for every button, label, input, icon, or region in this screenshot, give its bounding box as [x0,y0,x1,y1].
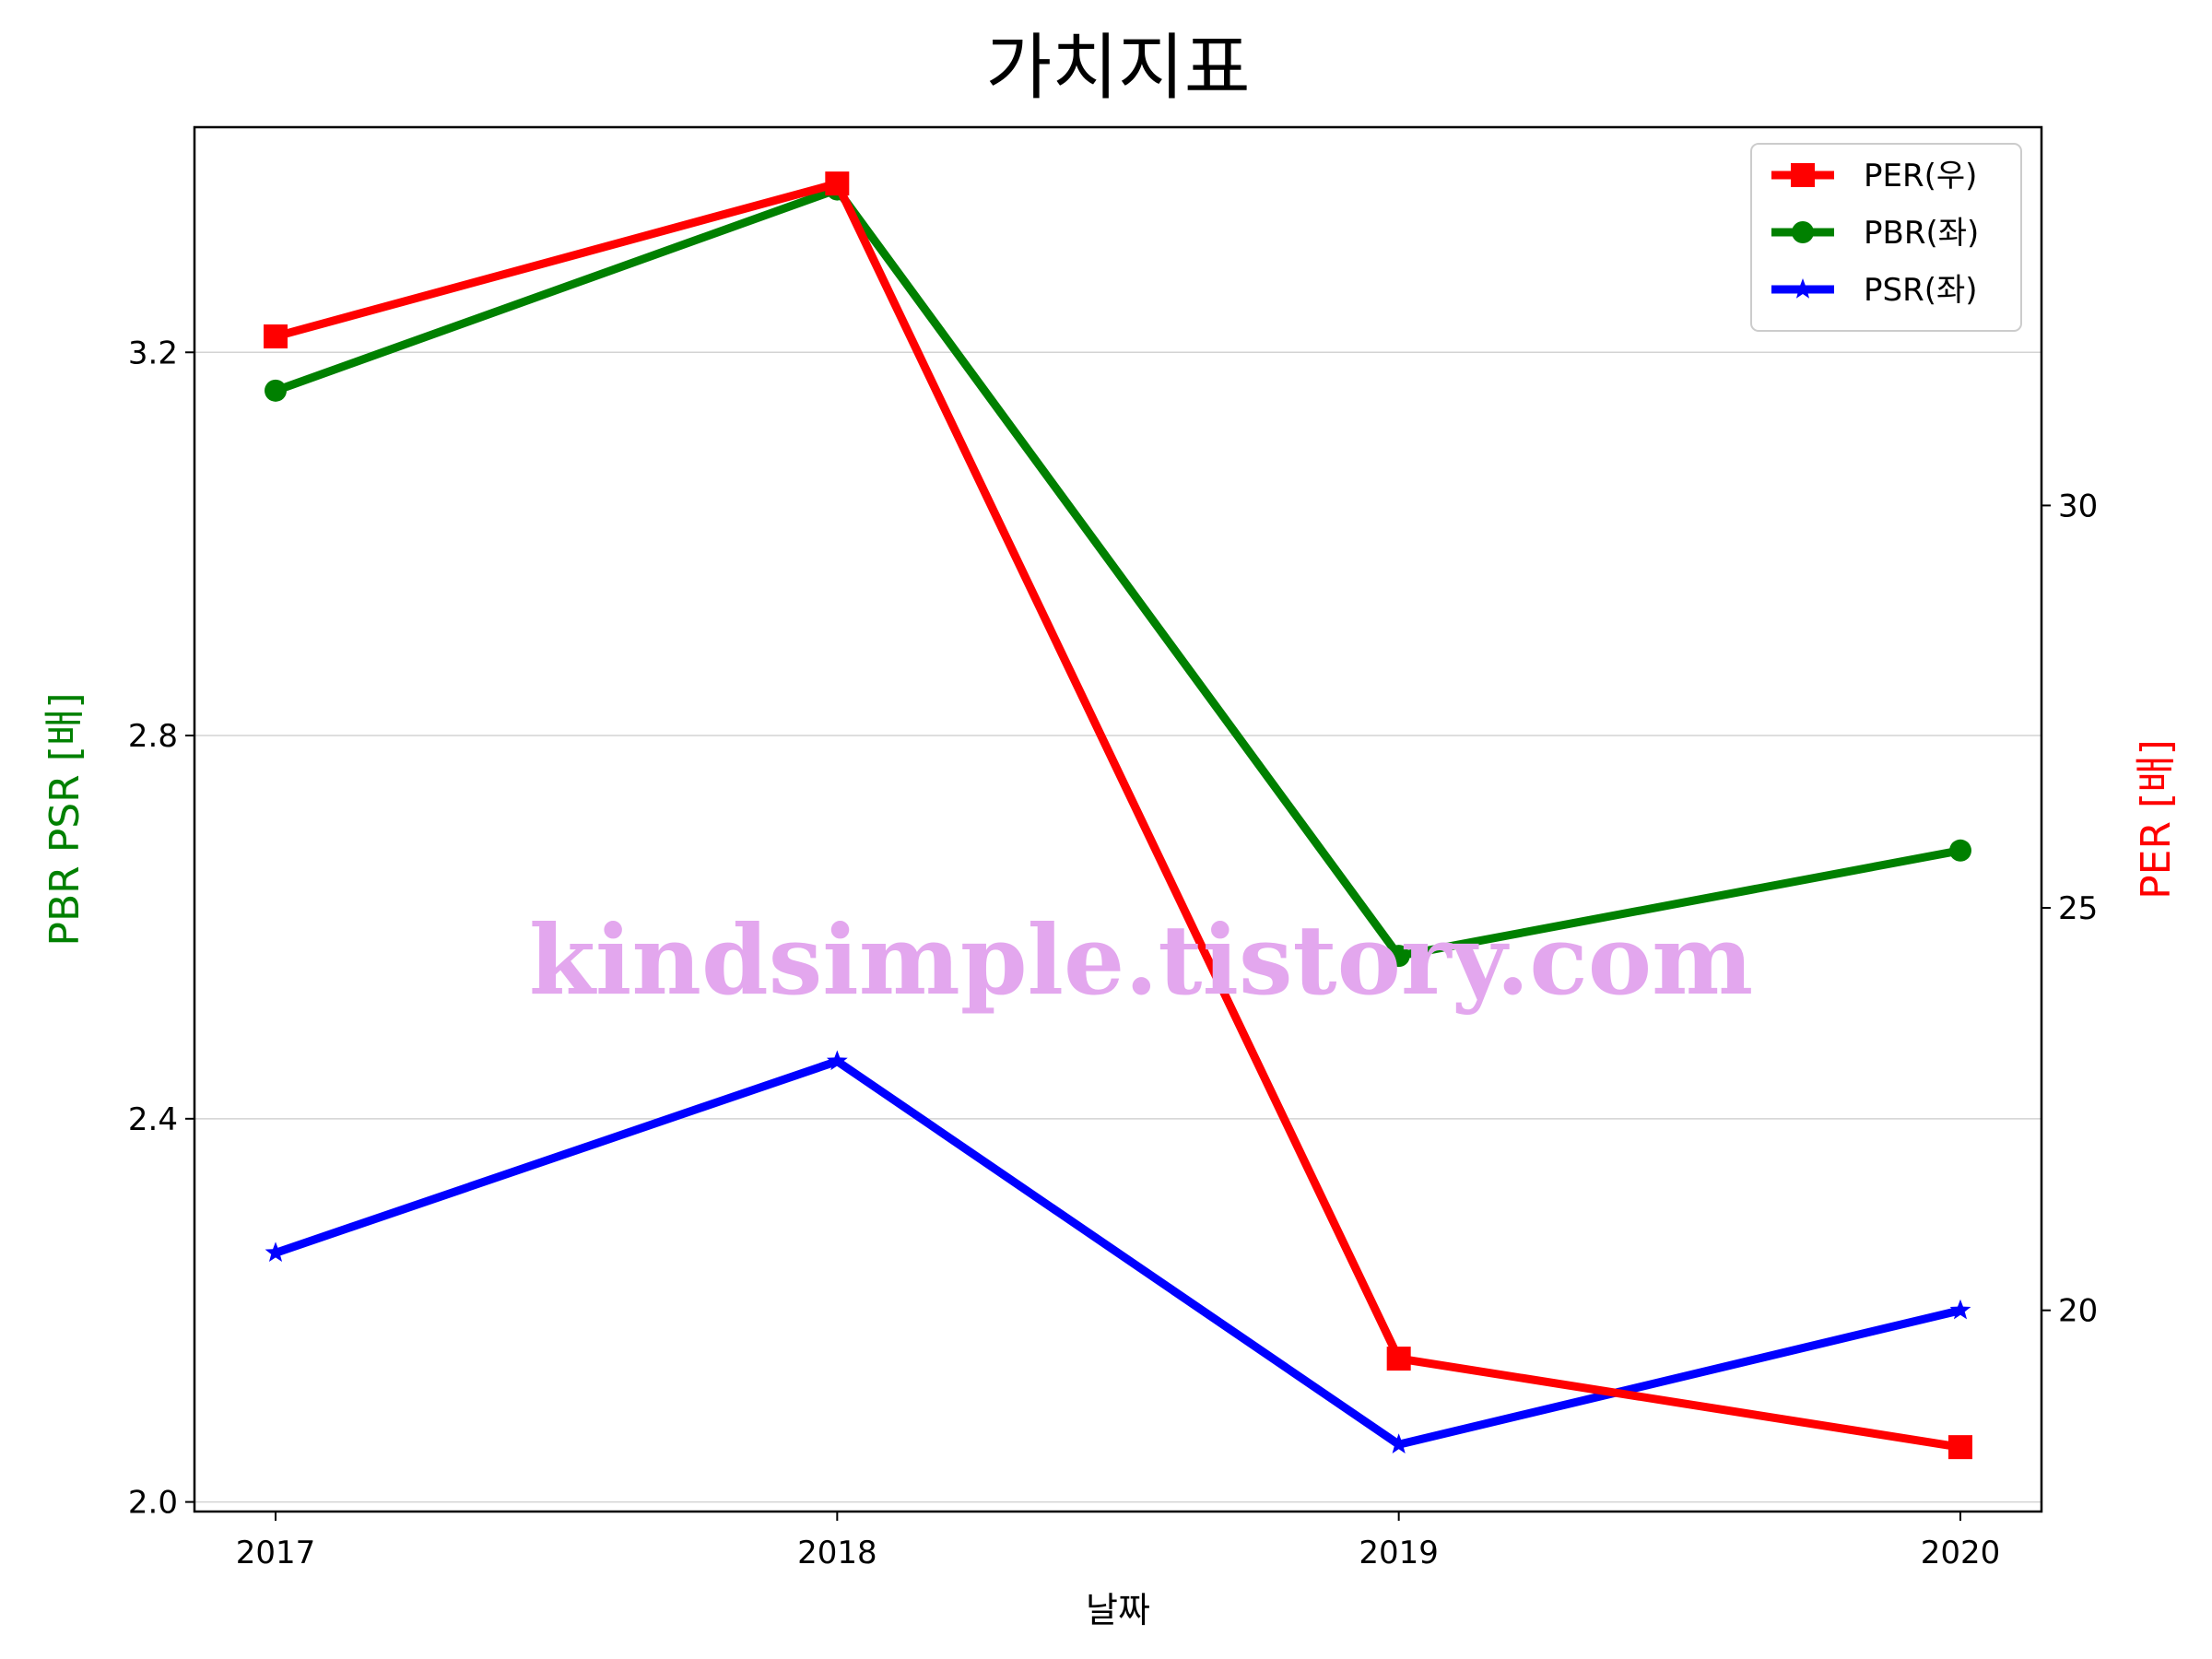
data-point-per [1948,1435,1972,1460]
legend-label-pbr: PBR(좌) [1864,215,1979,252]
series-line-pbr [274,185,1961,960]
data-point-pbr [1387,945,1410,968]
y-left-tick-label: 3.2 [128,335,178,371]
legend-item-pbr: PBR(좌) [1771,215,1979,252]
y-right-tick-label: 20 [2058,1293,2098,1330]
series-line-psr [274,1056,1962,1449]
data-point-per [1386,1347,1411,1371]
legend-item-per: PER(우) [1771,158,1977,194]
data-point-pbr [265,379,287,402]
y-right-tick-label: 30 [2058,488,2098,524]
watermark-text: kindsimple.tistory.com [529,903,1753,1017]
plot-frame [193,125,2043,1513]
data-point-psr [265,1241,287,1263]
legend: PER(우) PBR(좌) PSR(좌) [1750,143,2022,332]
y-right-tick-label: 25 [2058,890,2098,927]
data-point-per [825,171,850,196]
x-tick-label: 2017 [236,1535,316,1571]
series-psr [265,1050,1971,1453]
data-point-psr [1388,1433,1410,1453]
data-point-pbr [1949,839,1971,862]
legend-label-psr: PSR(좌) [1864,272,1978,309]
y-axis-right-title: PER [배] [2133,739,2180,900]
chart-title: 가치지표 [985,27,1250,110]
legend-marker-psr [1792,278,1814,299]
legend-item-psr: PSR(좌) [1771,272,1978,309]
axis-ticks: 2.0 2.4 2.8 3.2 20 25 30 2017 2018 2019 2020 [128,335,2098,1571]
data-point-per [264,324,288,349]
y-axis-left-title: PBR PSR [배] [41,692,88,946]
data-point-psr [826,1050,848,1071]
x-tick-label: 2020 [1921,1535,2001,1571]
legend-box [1750,143,2022,332]
y-left-tick-label: 2.8 [128,718,178,755]
y-left-tick-label: 2.4 [128,1101,178,1138]
series-lines [264,171,1972,1460]
legend-marker-per [1791,163,1815,187]
series-per [264,171,1972,1460]
x-tick-label: 2018 [797,1535,877,1571]
legend-label-per: PER(우) [1864,158,1977,194]
x-tick-label: 2019 [1359,1535,1439,1571]
series-line-per [274,179,1961,1452]
x-axis-title: 날짜 [1086,1590,1150,1630]
grid-lines [194,351,2041,1503]
data-point-psr [1949,1299,1971,1320]
y-left-tick-label: 2.0 [128,1485,178,1522]
legend-marker-pbr [1792,221,1814,243]
